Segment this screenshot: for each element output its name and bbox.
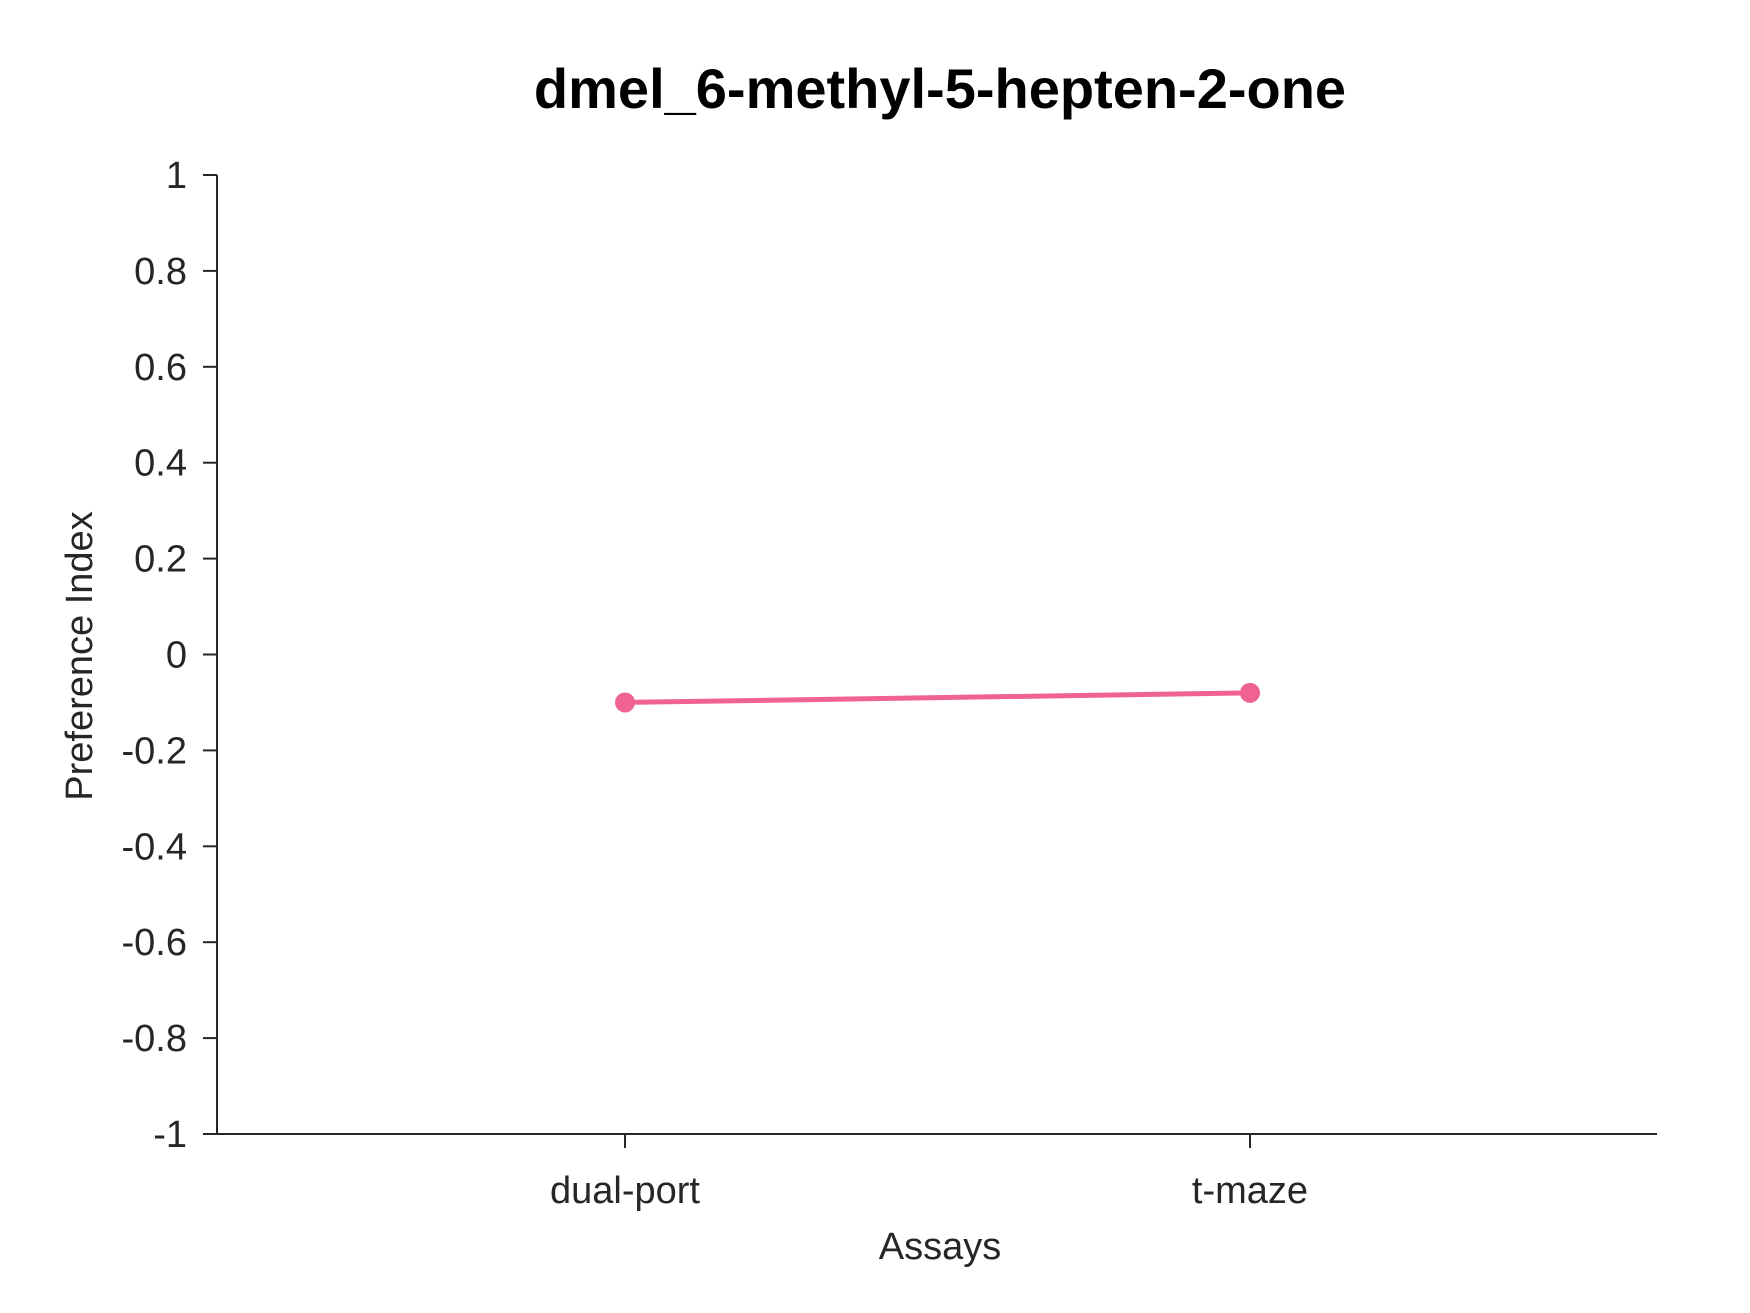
y-tick-label: 0.2 (134, 539, 187, 581)
chart-title: dmel_6-methyl-5-hepten-2-one (534, 57, 1346, 120)
y-tick-label: -0.2 (122, 730, 187, 772)
y-tick-label: 0.6 (134, 347, 187, 389)
series-line (624, 690, 1251, 705)
y-tick-label: 0.4 (134, 443, 187, 485)
y-tick-label: 0 (166, 635, 187, 677)
y-tick-label: -0.8 (122, 1018, 187, 1060)
data-point (615, 692, 635, 713)
y-axis-label: Preference Index (59, 511, 101, 800)
y-tick-label: -0.6 (122, 922, 187, 964)
y-axis: 1 0.8 0.6 0.4 0.2 0 -0.2 -0.4 -0.6 -0.8 -1 (122, 155, 218, 1156)
x-axis-label: Assays (879, 1226, 1001, 1268)
x-axis: dual-port t-maze (217, 1133, 1657, 1212)
y-tick-label: -1 (153, 1114, 187, 1156)
series-layer (615, 682, 1260, 713)
x-tick-label: t-maze (1192, 1170, 1308, 1212)
y-tick-label: -0.4 (122, 826, 187, 868)
x-tick-label: dual-port (550, 1170, 700, 1212)
y-tick-label: 1 (166, 155, 187, 197)
y-tick-label: 0.8 (134, 251, 187, 293)
data-point (1240, 682, 1260, 703)
